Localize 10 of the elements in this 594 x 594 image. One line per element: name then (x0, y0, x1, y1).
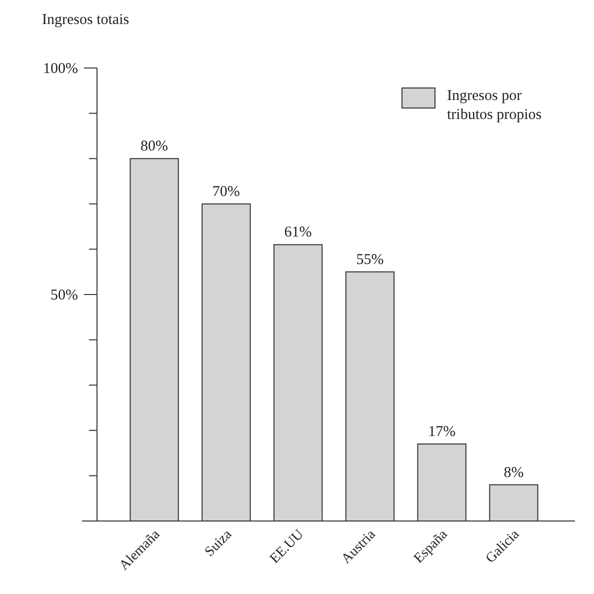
y-tick-label: 50% (50, 288, 78, 304)
data-label: 17% (428, 424, 456, 440)
data-label: 8% (504, 464, 524, 481)
data-label: 55% (356, 252, 384, 268)
y-tick-label: 100% (43, 61, 78, 77)
legend-label: Ingresos por tributos propios (447, 88, 542, 123)
y-axis-title: Ingresos totais (42, 12, 130, 28)
data-label: 61% (284, 224, 312, 241)
data-label: 80% (140, 138, 168, 155)
data-label: 70% (212, 184, 240, 200)
